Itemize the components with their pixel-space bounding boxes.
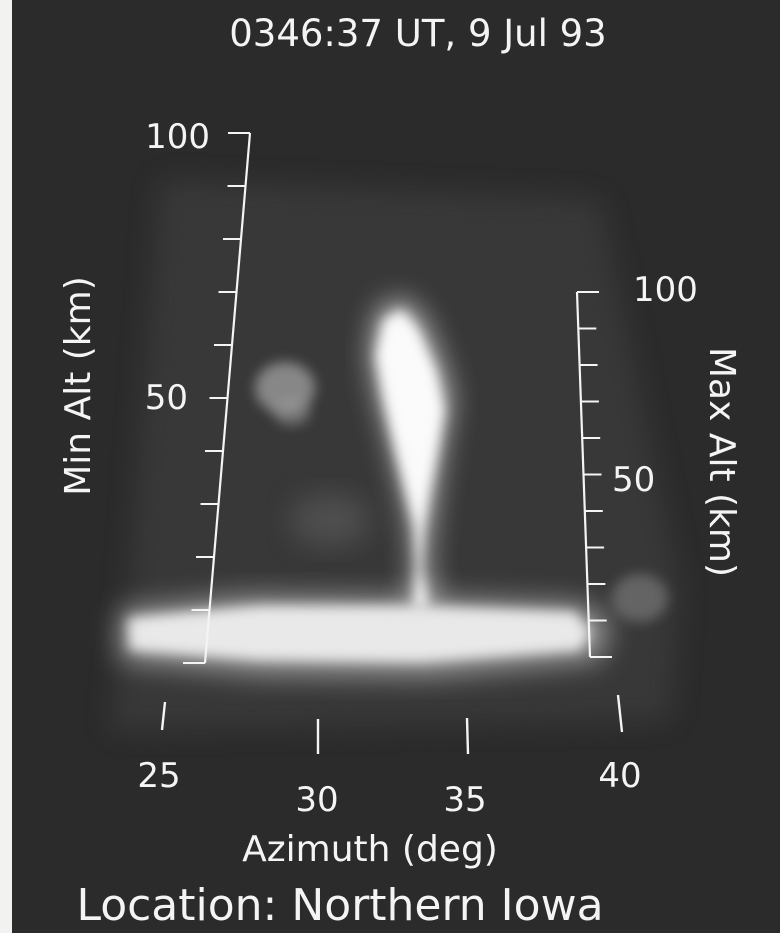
sprite-plume	[370, 298, 452, 610]
azimuth-tick-label-35: 35	[443, 780, 486, 820]
right-axis	[575, 291, 612, 658]
right-tick-label-50: 50	[612, 460, 655, 500]
right-tick-label-100: 100	[633, 270, 698, 310]
azimuth-ticks	[160, 694, 624, 755]
timestamp-title: 0346:37 UT, 9 Jul 93	[229, 12, 606, 55]
right-axis-label: Max Alt (km)	[701, 347, 742, 577]
faint-cloud-patches	[255, 362, 668, 622]
azimuth-tick-label-30: 30	[295, 780, 338, 820]
left-axis-label: Min Alt (km)	[58, 276, 99, 496]
location-caption: Location: Northern Iowa	[76, 880, 603, 931]
azimuth-tick-label-40: 40	[598, 756, 641, 796]
left-tick-label-50: 50	[145, 378, 188, 418]
left-tick-label-100: 100	[145, 117, 210, 157]
azimuth-axis-label: Azimuth (deg)	[242, 829, 498, 870]
azimuth-tick-label-25: 25	[137, 756, 180, 796]
right-axis-ticks	[577, 291, 612, 658]
left-axis	[183, 132, 252, 664]
left-axis-ticks	[183, 132, 250, 664]
horizon-glow	[120, 596, 610, 676]
